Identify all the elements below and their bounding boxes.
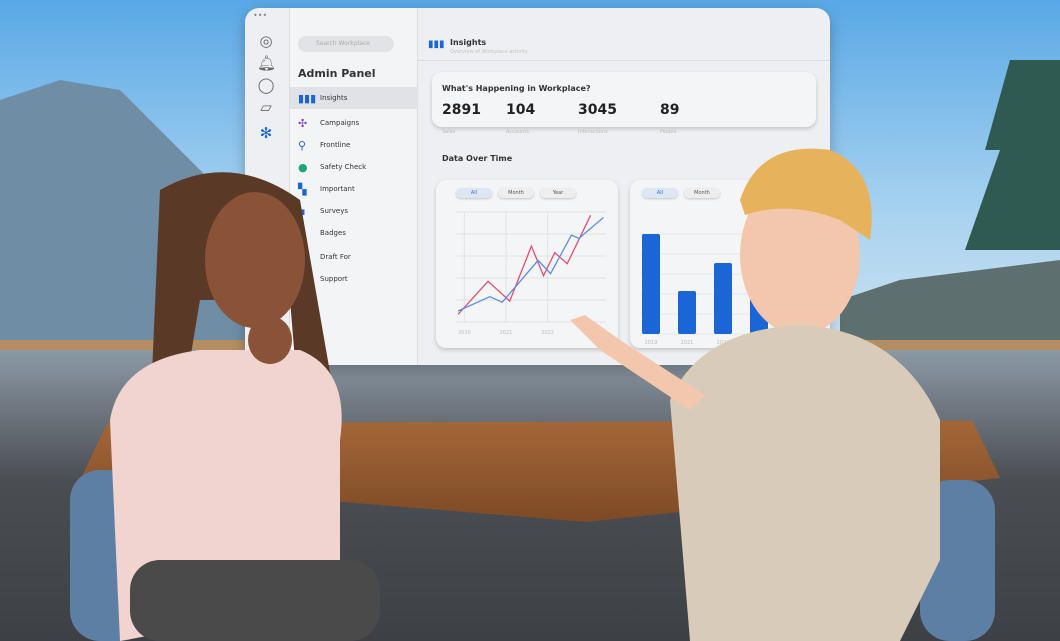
x-tick-label: 2022 [541,330,554,336]
divider [418,60,830,61]
nav-label: Campaigns [320,119,360,127]
stat-value: 2891 [442,102,481,118]
nav-item-insights[interactable]: ▮▮▮ Insights [290,87,418,109]
nav-item-campaigns[interactable]: ✣ Campaigns [290,112,418,134]
icon-sidebar: ◎ 🔔︎ ◯ ▱ ✻ [245,8,290,365]
hill [840,260,1060,350]
x-tick-label: 2021 [681,340,694,346]
nav-item-important[interactable]: ▚ Important [290,178,418,200]
nav-label: Support [320,275,348,283]
filter-month[interactable]: Month [684,188,720,198]
filter-all[interactable]: All [642,188,678,198]
filter-year[interactable]: Year [540,188,576,198]
bar [642,234,660,334]
x-tick-label: 2020 [458,330,471,336]
stat-interactions: 3045 Interactions [578,102,617,137]
stat-accounts: 104 Accounts [506,102,535,137]
book-icon[interactable]: ▱ [260,98,272,116]
nav-label: Insights [320,94,348,102]
window-dots: ••• [253,11,268,20]
nav-label: Draft For [320,253,351,261]
filter-month[interactable]: Month [498,188,534,198]
bar [714,263,732,334]
x-tick-label: 2021 [500,330,513,336]
tools-icon[interactable]: ✻ [259,124,273,142]
summary-card: What's Happening in Workplace? 2891 Sales… [432,72,816,135]
workplace-logo-icon[interactable]: ◎ [259,32,273,50]
line-chart: 2020 2021 2022 [456,211,606,336]
bar [678,291,696,334]
pants [130,560,380,641]
tshirt [670,325,940,641]
nav-label: Surveys [320,207,348,215]
safety-icon: ● [298,161,308,174]
hand [248,316,292,364]
nav-item-safety-check[interactable]: ● Safety Check [290,156,418,178]
stat-label: Interactions [578,129,608,135]
stat-label: Sales [442,129,456,135]
section-title: Data Over Time [442,154,513,163]
network-icon: ✣ [298,117,308,130]
stat-people: 89 People [660,102,679,137]
arm [570,315,705,410]
face [205,192,305,328]
stat-value: 89 [660,102,680,118]
x-tick-label: 2022 [717,340,730,346]
x-tick-label: 2019 [645,340,658,346]
stat-label: Accounts [506,129,529,135]
stat-label: People [660,129,677,135]
header-subtitle: Overview of Workplace activity [450,49,528,55]
hair [740,148,872,240]
nav-label: Important [320,185,355,193]
filter-all[interactable]: All [456,188,492,198]
stat-value: 3045 [578,102,617,118]
man-avatar [570,148,995,641]
bar-chart-icon: ▮▮▮ [298,92,317,105]
series-line [457,217,604,312]
virtual-screen: ••• ◎ 🔔︎ ◯ ▱ ✻ Search Workplace Admin Pa… [245,8,830,365]
nav-label: Safety Check [320,163,367,171]
chat-icon[interactable]: ◯ [257,76,275,94]
stat-sales: 2891 Sales [442,102,481,137]
woman-avatar [70,172,380,641]
stat-value: 104 [506,102,536,118]
tree [965,60,1060,250]
nav-title: Admin Panel [298,67,376,80]
nav-label: Badges [320,229,346,237]
summary-title: What's Happening in Workplace? [442,84,591,93]
frontline-icon: ⚲ [298,139,307,152]
insights-icon: ▮▮▮ [428,39,445,50]
search-input[interactable]: Search Workplace [298,36,394,52]
important-icon: ▚ [298,183,307,196]
nav-label: Frontline [320,141,351,149]
nav-item-frontline[interactable]: ⚲ Frontline [290,134,418,156]
header-title: Insights [450,38,487,47]
bell-icon[interactable]: 🔔︎ [257,54,277,72]
